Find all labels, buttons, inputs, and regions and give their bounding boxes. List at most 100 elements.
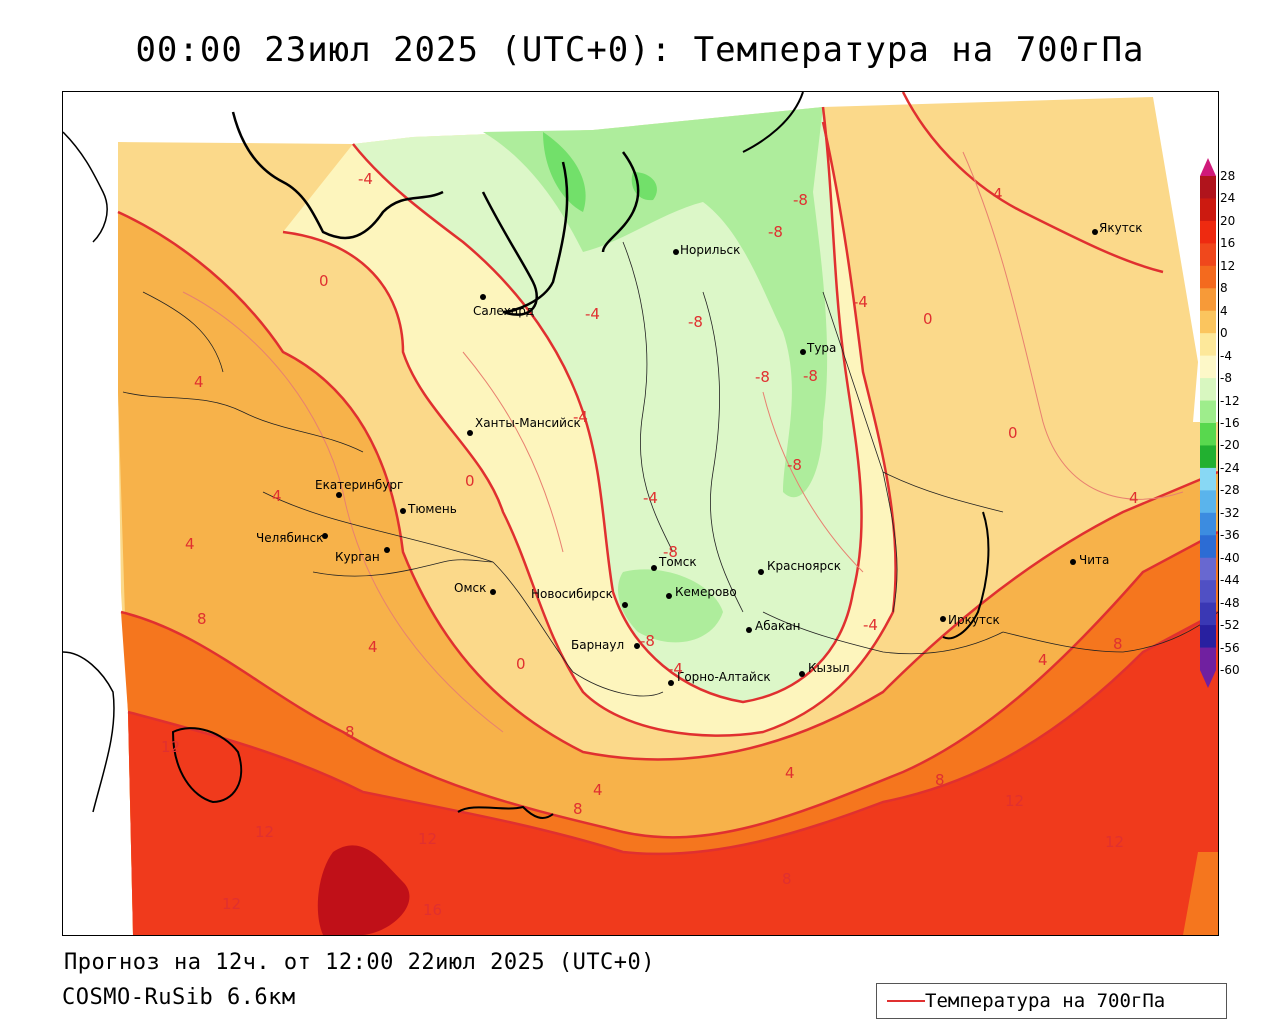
- colorbar-tick-label: 20: [1220, 213, 1236, 228]
- svg-text:Красноярск: Красноярск: [767, 559, 841, 573]
- iso-label: -8: [787, 456, 802, 474]
- colorbar-tick-label: -24: [1220, 460, 1240, 475]
- legend: Температура на 700гПа: [876, 983, 1227, 1019]
- colorbar-swatch: [1200, 333, 1216, 357]
- colorbar-swatch: [1200, 265, 1216, 289]
- city-kurgan: Курган: [335, 547, 390, 564]
- colorbar-swatch: [1200, 647, 1216, 671]
- iso-label: 0: [319, 272, 329, 290]
- colorbar-tick-label: 16: [1220, 236, 1236, 251]
- iso-label: 4: [1129, 489, 1139, 507]
- iso-label: -4: [668, 660, 683, 678]
- colorbar-scale: [1200, 158, 1216, 688]
- city-salekhard: Салехард: [473, 294, 534, 318]
- isoline-4: [117, 210, 1218, 761]
- colorbar-tick-label: 28: [1220, 169, 1236, 183]
- isoline-8: [120, 530, 1218, 839]
- svg-text:Новосибирск: Новосибирск: [531, 587, 613, 601]
- iso-label: -8: [755, 368, 770, 386]
- colorbar-swatch: [1200, 625, 1216, 649]
- iso-label: 12: [255, 823, 274, 841]
- colorbar-tick-label: -60: [1220, 663, 1240, 677]
- colorbar-swatch: [1200, 602, 1216, 626]
- svg-text:Чита: Чита: [1079, 553, 1109, 567]
- city-krasnoyarsk: Красноярск: [758, 559, 841, 575]
- iso-label: 12: [161, 738, 180, 756]
- iso-label: 12: [418, 830, 437, 848]
- colorbar-tick-label: -52: [1220, 618, 1240, 633]
- colorbar-tick-label: 0: [1220, 326, 1228, 341]
- legend-line-swatch: [887, 1000, 925, 1002]
- colorbar-tick-label: -56: [1220, 640, 1240, 655]
- colorbar-swatch: [1200, 490, 1216, 514]
- iso-label: 12: [1105, 833, 1124, 851]
- colorbar-tick-label: 12: [1220, 258, 1236, 273]
- iso-label: -8: [688, 313, 703, 331]
- svg-text:Горно-Алтайск: Горно-Алтайск: [677, 670, 771, 684]
- iso-label: 4: [272, 487, 282, 505]
- iso-label: -4: [853, 293, 868, 311]
- colorbar-swatch: [1200, 467, 1216, 491]
- colorbar-swatch: [1200, 535, 1216, 559]
- iso-label: -8: [768, 223, 783, 241]
- svg-text:Ханты-Мансийск: Ханты-Мансийск: [475, 416, 581, 430]
- colorbar-swatch: [1200, 557, 1216, 581]
- colorbar-swatch: [1200, 198, 1216, 222]
- colorbar-tick-label: -12: [1220, 393, 1240, 408]
- colorbar-swatch: [1200, 310, 1216, 334]
- colorbar-swatch: [1200, 378, 1216, 402]
- svg-text:Иркутск: Иркутск: [948, 613, 1000, 627]
- colorbar-tick-label: 24: [1220, 191, 1236, 206]
- forecast-info: Прогноз на 12ч. от 12:00 22июл 2025 (UTC…: [64, 950, 656, 975]
- svg-text:Екатеринбург: Екатеринбург: [315, 478, 403, 492]
- cities: Салехард Норильск Якутск Тура Ханты-Манс…: [256, 221, 1143, 686]
- city-chita: Чита: [1070, 553, 1109, 567]
- thin-contours: [182, 151, 1184, 733]
- isoline-east-4: [901, 92, 1164, 274]
- colorbar-tick-label: -36: [1220, 528, 1240, 543]
- city-barnaul: Барнаул: [571, 638, 640, 652]
- svg-text:Омск: Омск: [454, 581, 486, 595]
- colorbar-tick-label: 4: [1220, 303, 1228, 318]
- colorbar-swatch: [1200, 512, 1216, 536]
- svg-text:Кемерово: Кемерово: [675, 585, 737, 599]
- map-canvas: Салехард Норильск Якутск Тура Ханты-Манс…: [63, 92, 1218, 935]
- iso-label: 4: [368, 638, 378, 656]
- iso-label: -8: [640, 632, 655, 650]
- temperature-map: Салехард Норильск Якутск Тура Ханты-Манс…: [62, 91, 1219, 936]
- iso-label: -8: [803, 367, 818, 385]
- region-borders: [122, 241, 1218, 697]
- iso-label: 4: [993, 185, 1003, 203]
- iso-label: 8: [345, 723, 355, 741]
- city-khanty-mansiysk: Ханты-Мансийск: [467, 416, 581, 436]
- iso-label: -4: [358, 170, 373, 188]
- colorbar-swatch: [1200, 580, 1216, 604]
- colorbar: 28 24 20 16 12 8 4 0 -4 -8 -12 -16 -20 -24 -28 -32 -36 -4…: [1198, 158, 1268, 688]
- colorbar-tick-label: -8: [1220, 371, 1232, 386]
- isoline-labels: -4 -8 -8 -8 -4 -8 -8 -4 -8 -4 -8 -8 -4 -…: [161, 170, 1139, 919]
- iso-label: -4: [643, 489, 658, 507]
- iso-label: 12: [222, 895, 241, 913]
- svg-text:Челябинск: Челябинск: [256, 531, 323, 545]
- svg-text:Салехард: Салехард: [473, 304, 534, 318]
- colorbar-swatch: [1200, 288, 1216, 312]
- svg-text:Абакан: Абакан: [755, 619, 800, 633]
- colorbar-swatch: [1200, 423, 1216, 446]
- city-novosibirsk: Новосибирск: [531, 587, 628, 608]
- band-16-patch: [317, 845, 410, 935]
- iso-label: 4: [194, 373, 204, 391]
- city-tyumen: Тюмень: [400, 502, 457, 516]
- iso-label: -4: [585, 305, 600, 323]
- iso-label: 16: [423, 901, 442, 919]
- colorbar-tick-label: -16: [1220, 416, 1240, 430]
- colorbar-tick-label: -28: [1220, 483, 1240, 498]
- iso-label: 12: [1005, 792, 1024, 810]
- iso-label: 4: [1038, 651, 1048, 669]
- svg-text:Курган: Курган: [335, 550, 380, 564]
- city-gorno-altaysk: Горно-Алтайск: [668, 670, 771, 686]
- band-m12-north: [483, 107, 828, 498]
- iso-label: 4: [185, 535, 195, 553]
- model-name: COSMO-RuSib 6.6км: [62, 985, 296, 1010]
- colorbar-tick-label: 8: [1220, 281, 1228, 296]
- coastlines: [63, 92, 990, 819]
